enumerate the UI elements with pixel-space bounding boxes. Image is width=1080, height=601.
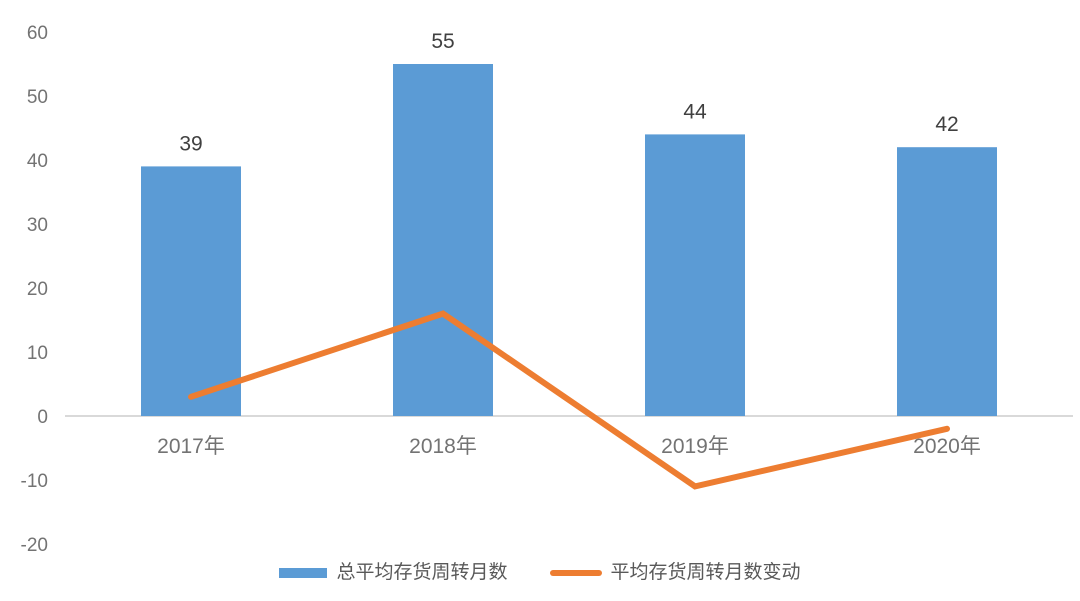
legend-label-bar-series: 总平均存货周转月数 (336, 562, 508, 583)
legend-item-bar-series: 总平均存货周转月数 (279, 562, 508, 584)
y-axis-tick-label: 20 (27, 279, 48, 300)
bar-2019年 (645, 134, 745, 416)
y-axis-tick-label: -10 (21, 471, 48, 492)
y-axis-tick-label: 60 (27, 23, 48, 44)
bar-data-label: 55 (431, 30, 454, 53)
y-axis-tick-label: 50 (27, 87, 48, 108)
y-axis-tick-label: 40 (27, 151, 48, 172)
bar-data-label: 44 (683, 100, 707, 123)
x-category-label: 2019年 (661, 435, 729, 458)
bar-data-label: 39 (179, 132, 202, 155)
legend-label-line-series: 平均存货周转月数变动 (610, 562, 801, 583)
x-category-label: 2018年 (409, 435, 477, 458)
bar-data-label: 42 (935, 113, 958, 136)
line-series (188, 310, 950, 490)
x-category-label: 2020年 (913, 435, 981, 458)
y-axis-tick-label: 0 (37, 407, 48, 428)
bar-series-swatch (279, 568, 328, 578)
y-axis-tick-label: 10 (27, 343, 48, 364)
legend-item-line-series: 平均存货周转月数变动 (549, 562, 801, 584)
y-axis-tick-label: -20 (21, 535, 48, 556)
x-category-label: 2017年 (157, 435, 225, 458)
y-axis-tick-label: 30 (27, 215, 48, 236)
legend: 总平均存货周转月数 平均存货周转月数变动 (0, 562, 1080, 584)
bar-2018年 (393, 64, 493, 416)
bar-2017年 (141, 166, 241, 416)
bar-2020年 (897, 147, 997, 416)
line-series-swatch (549, 570, 602, 576)
